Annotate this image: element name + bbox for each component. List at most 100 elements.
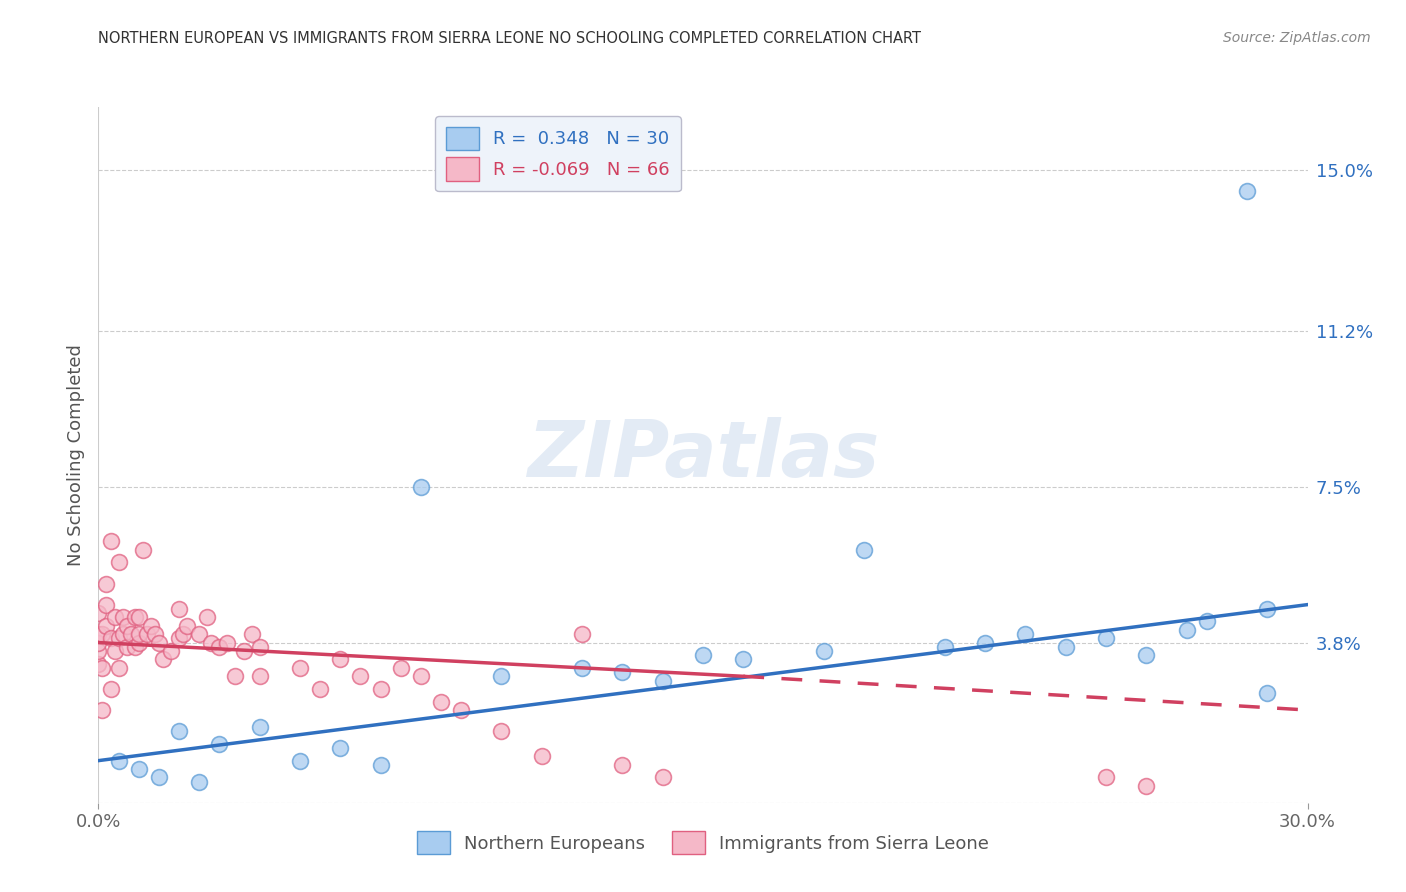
Point — [853, 542, 876, 557]
Point — [115, 618, 138, 632]
Point — [148, 771, 170, 785]
Point — [1095, 632, 1118, 646]
Point — [103, 610, 125, 624]
Point — [188, 774, 211, 789]
Point — [232, 644, 254, 658]
Point — [172, 627, 194, 641]
Legend: Northern Europeans, Immigrants from Sierra Leone: Northern Europeans, Immigrants from Sier… — [408, 822, 998, 863]
Point — [409, 479, 432, 493]
Point — [100, 534, 122, 549]
Point — [111, 627, 134, 641]
Point — [1054, 640, 1077, 654]
Point — [107, 754, 129, 768]
Point — [208, 640, 231, 654]
Point — [128, 762, 150, 776]
Point — [934, 640, 956, 654]
Point — [370, 757, 392, 772]
Point — [329, 741, 352, 756]
Point — [651, 673, 673, 688]
Point — [132, 542, 155, 557]
Point — [692, 648, 714, 663]
Point — [120, 627, 142, 641]
Text: ZIPatlas: ZIPatlas — [527, 417, 879, 493]
Point — [167, 602, 190, 616]
Point — [87, 627, 110, 641]
Point — [87, 644, 110, 658]
Point — [974, 635, 997, 649]
Point — [96, 598, 118, 612]
Point — [530, 749, 553, 764]
Point — [612, 665, 634, 679]
Point — [1256, 602, 1278, 616]
Point — [1135, 779, 1157, 793]
Point — [195, 610, 218, 624]
Point — [249, 669, 271, 683]
Point — [128, 627, 150, 641]
Point — [103, 644, 125, 658]
Point — [167, 632, 190, 646]
Point — [370, 681, 392, 696]
Point — [107, 556, 129, 570]
Point — [249, 640, 271, 654]
Point — [188, 627, 211, 641]
Point — [107, 632, 129, 646]
Point — [450, 703, 472, 717]
Point — [91, 703, 114, 717]
Point — [491, 669, 513, 683]
Point — [349, 669, 371, 683]
Point — [135, 627, 157, 641]
Point — [148, 635, 170, 649]
Point — [91, 627, 114, 641]
Point — [288, 661, 311, 675]
Point — [176, 618, 198, 632]
Point — [128, 635, 150, 649]
Point — [224, 669, 246, 683]
Point — [200, 635, 222, 649]
Point — [87, 657, 110, 671]
Point — [249, 720, 271, 734]
Point — [571, 661, 593, 675]
Point — [87, 635, 110, 649]
Point — [208, 737, 231, 751]
Point — [1195, 615, 1218, 629]
Point — [240, 627, 263, 641]
Point — [430, 695, 453, 709]
Point — [1095, 771, 1118, 785]
Point — [160, 644, 183, 658]
Point — [217, 635, 239, 649]
Point — [143, 627, 166, 641]
Point — [152, 652, 174, 666]
Point — [329, 652, 352, 666]
Point — [100, 681, 122, 696]
Point — [96, 618, 118, 632]
Point — [409, 669, 432, 683]
Point — [1256, 686, 1278, 700]
Point — [1236, 185, 1258, 199]
Point — [124, 640, 146, 654]
Point — [491, 724, 513, 739]
Point — [115, 640, 138, 654]
Point — [128, 610, 150, 624]
Point — [87, 606, 110, 620]
Point — [139, 618, 162, 632]
Point — [96, 576, 118, 591]
Point — [111, 610, 134, 624]
Point — [651, 771, 673, 785]
Y-axis label: No Schooling Completed: No Schooling Completed — [66, 344, 84, 566]
Point — [309, 681, 332, 696]
Point — [1175, 623, 1198, 637]
Text: Source: ZipAtlas.com: Source: ZipAtlas.com — [1223, 31, 1371, 45]
Point — [107, 661, 129, 675]
Point — [571, 627, 593, 641]
Point — [813, 644, 835, 658]
Point — [1135, 648, 1157, 663]
Point — [124, 610, 146, 624]
Point — [288, 754, 311, 768]
Point — [733, 652, 755, 666]
Text: NORTHERN EUROPEAN VS IMMIGRANTS FROM SIERRA LEONE NO SCHOOLING COMPLETED CORRELA: NORTHERN EUROPEAN VS IMMIGRANTS FROM SIE… — [98, 31, 921, 46]
Point — [612, 757, 634, 772]
Point — [389, 661, 412, 675]
Point — [100, 632, 122, 646]
Point — [91, 661, 114, 675]
Point — [167, 724, 190, 739]
